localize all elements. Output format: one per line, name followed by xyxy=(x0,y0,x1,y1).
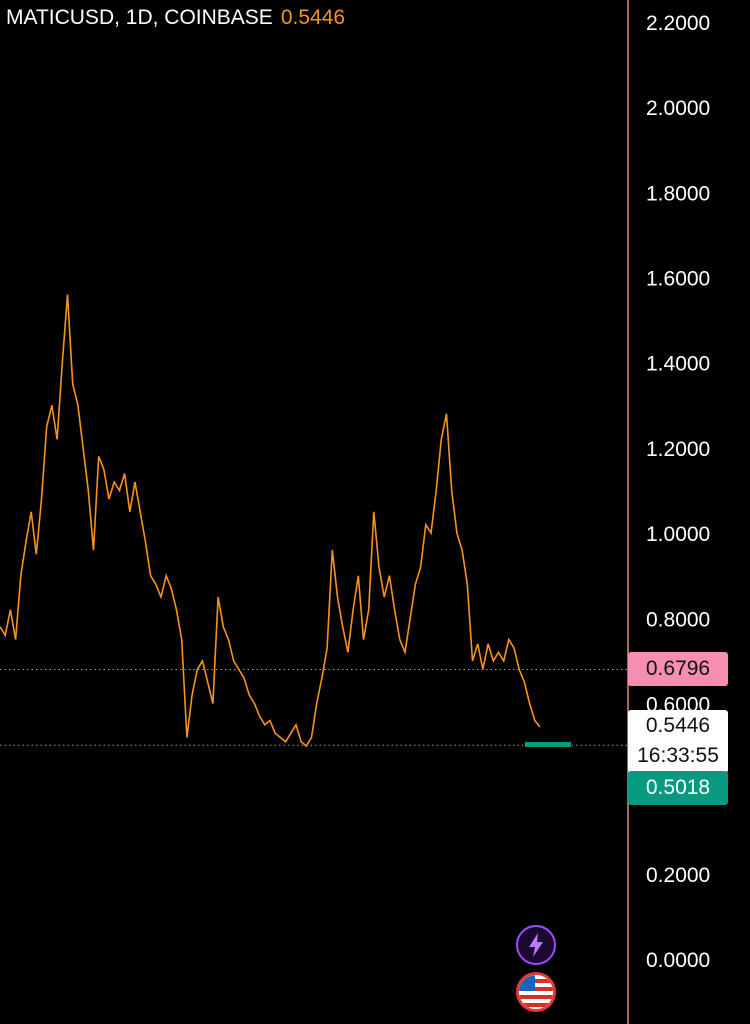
y-tick-label: 0.2000 xyxy=(646,864,710,887)
countdown-timer: 16:33:55 xyxy=(637,744,719,767)
y-tick-label: 1.6000 xyxy=(646,268,710,291)
price-badge: 0.5446 16:33:55 xyxy=(628,710,728,773)
price-line xyxy=(0,294,541,748)
y-tick-label: 0.0000 xyxy=(646,949,710,972)
symbol-label: MATICUSD, 1D, COINBASE xyxy=(6,6,273,29)
y-tick-label: 2.2000 xyxy=(646,12,710,35)
y-tick-label: 1.4000 xyxy=(646,353,710,376)
y-tick-label: 1.0000 xyxy=(646,523,710,546)
price-badge-value: 0.5446 xyxy=(645,714,711,737)
symbol-header: MATICUSD, 1D, COINBASE 0.5446 xyxy=(6,6,345,30)
y-tick-label: 2.0000 xyxy=(646,97,710,120)
lightning-icon[interactable] xyxy=(516,925,556,965)
us-flag-icon[interactable] xyxy=(516,972,556,1012)
current-bar-marker xyxy=(525,742,571,747)
last-price: 0.5446 xyxy=(280,6,346,29)
high-line-badge: 0.6796 xyxy=(628,652,728,686)
y-tick-label: 0.8000 xyxy=(646,608,710,631)
y-tick-label: 1.2000 xyxy=(646,438,710,461)
y-tick-label: 1.8000 xyxy=(646,182,710,205)
low-line-badge: 0.5018 xyxy=(628,771,728,805)
